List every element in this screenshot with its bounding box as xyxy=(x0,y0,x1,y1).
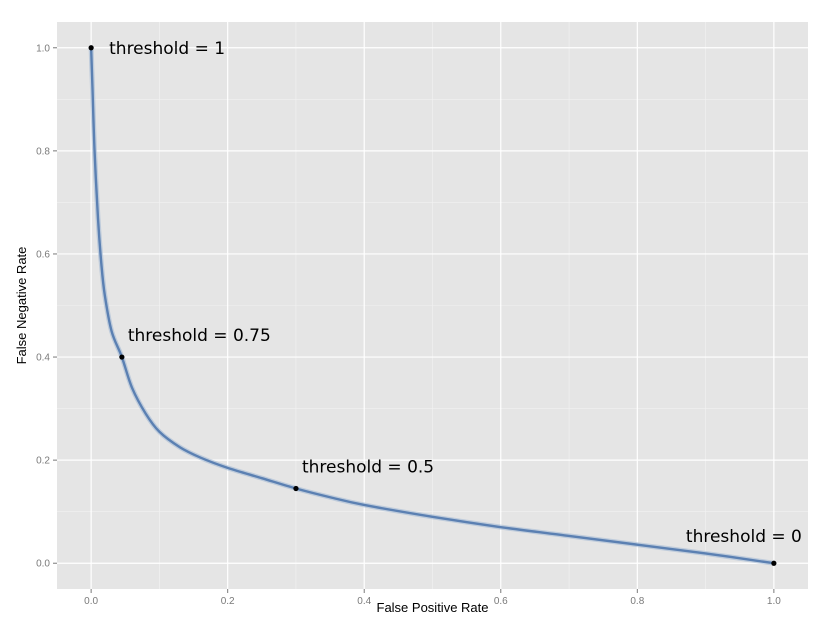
threshold-point xyxy=(771,560,777,566)
points-layer xyxy=(88,45,777,566)
x-tick-label: 0.4 xyxy=(357,596,371,607)
y-tick-label: 0.2 xyxy=(36,456,50,467)
y-tick-label: 1.0 xyxy=(36,43,50,54)
y-axis-ticks: 0.0 0.2 0.4 0.6 0.8 1.0 xyxy=(36,43,57,570)
threshold-point xyxy=(293,485,299,492)
threshold-label: threshold = 0 xyxy=(686,527,802,547)
y-tick-label: 0.0 xyxy=(36,559,50,570)
major-gridlines xyxy=(57,22,808,589)
threshold-label: threshold = 1 xyxy=(109,39,225,59)
x-tick-label: 0.2 xyxy=(221,596,235,607)
x-axis-title: False Positive Rate xyxy=(377,600,489,615)
x-tick-label: 0.6 xyxy=(494,596,508,607)
y-tick-label: 0.8 xyxy=(36,146,50,157)
y-tick-label: 0.6 xyxy=(36,249,50,260)
threshold-point xyxy=(119,354,125,360)
y-axis-title: False Negative Rate xyxy=(14,247,29,365)
annotation-layer: threshold = 1 threshold = 0.75 threshold =… xyxy=(109,39,802,547)
y-tick-label: 0.4 xyxy=(36,353,50,364)
series-line xyxy=(89,46,776,565)
x-axis-ticks: 0.0 0.2 0.4 0.6 0.8 1.0 xyxy=(84,589,781,607)
threshold-label: threshold = 0.75 xyxy=(128,326,271,346)
series-layer xyxy=(88,45,777,566)
threshold-label: threshold = 0.5 xyxy=(302,457,434,477)
threshold-point xyxy=(88,45,94,51)
x-tick-label: 0.0 xyxy=(84,596,98,607)
x-tick-label: 1.0 xyxy=(767,596,781,607)
x-tick-label: 0.8 xyxy=(630,596,644,607)
minor-gridlines xyxy=(57,22,808,589)
